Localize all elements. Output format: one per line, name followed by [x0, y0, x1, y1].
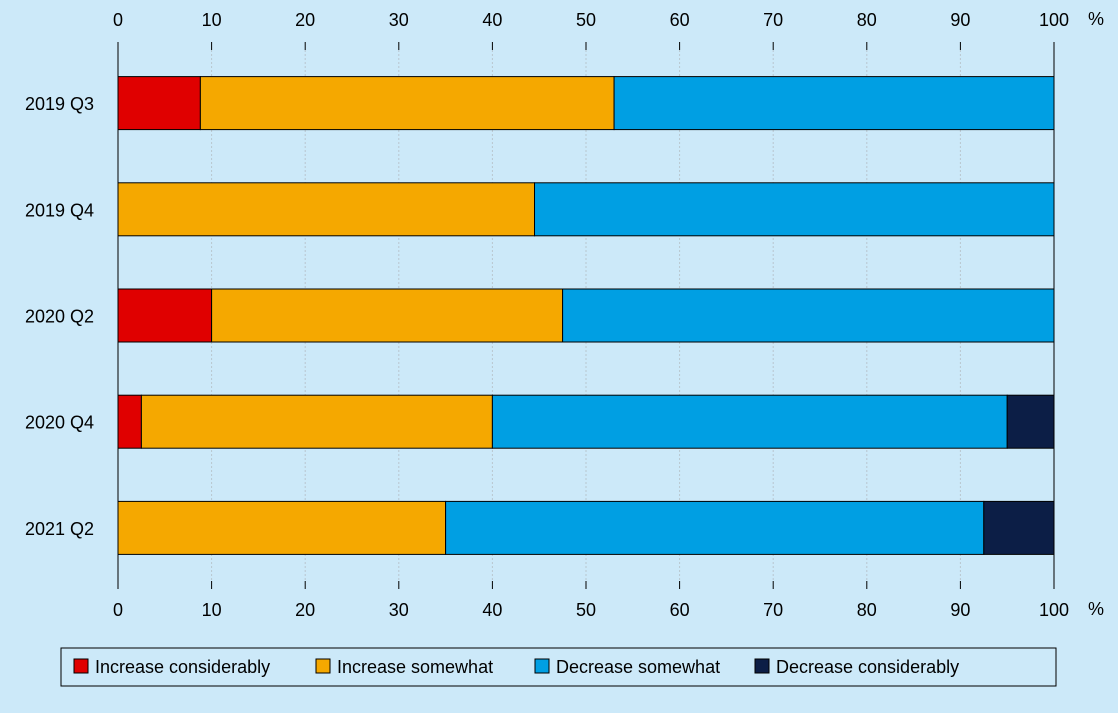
- legend-box: [60, 647, 1057, 687]
- bar-segment: [1006, 394, 1055, 449]
- x-tick-label: 60: [670, 10, 690, 30]
- bar-segment: [562, 288, 1055, 343]
- bottom-axis-ticks: 0 10 20 30 40 50 60 70 80 90 100: [113, 581, 1069, 620]
- x-tick-label: 30: [389, 10, 409, 30]
- category-labels: 2019 Q3 2019 Q4 2020 Q2 2020 Q4 2021 Q2: [25, 94, 94, 539]
- top-unit-label: %: [1088, 9, 1104, 29]
- x-tick-label: 0: [113, 600, 123, 620]
- legend-swatch: [534, 658, 550, 674]
- legend-swatch: [73, 658, 89, 674]
- category-label: 2019 Q4: [25, 200, 94, 220]
- x-tick-label: 10: [202, 600, 222, 620]
- category-label: 2021 Q2: [25, 519, 94, 539]
- x-tick-label: 10: [202, 10, 222, 30]
- bar-segment: [491, 394, 1008, 449]
- category-label: 2019 Q3: [25, 94, 94, 114]
- legend-label: Decrease somewhat: [556, 657, 720, 677]
- category-label: 2020 Q4: [25, 413, 94, 433]
- legend-label: Decrease considerably: [776, 657, 959, 677]
- bar-segment: [534, 182, 1055, 237]
- x-tick-label: 50: [576, 600, 596, 620]
- category-label: 2020 Q2: [25, 307, 94, 327]
- bar-segment: [117, 500, 447, 555]
- bar-segment: [445, 500, 985, 555]
- bar-segment: [613, 76, 1055, 131]
- bar-segment: [140, 394, 493, 449]
- bar-segment: [199, 76, 615, 131]
- bar-segment: [117, 288, 213, 343]
- x-tick-label: 100: [1039, 10, 1069, 30]
- legend-swatch: [315, 658, 331, 674]
- x-tick-label: 40: [482, 600, 502, 620]
- bar-segment: [211, 288, 564, 343]
- x-tick-label: 100: [1039, 600, 1069, 620]
- legend-label: Increase somewhat: [337, 657, 493, 677]
- x-tick-label: 60: [670, 600, 690, 620]
- x-tick-label: 30: [389, 600, 409, 620]
- bottom-unit-label: %: [1088, 599, 1104, 619]
- x-tick-label: 20: [295, 600, 315, 620]
- x-tick-label: 40: [482, 10, 502, 30]
- x-tick-label: 80: [857, 10, 877, 30]
- x-tick-label: 70: [763, 600, 783, 620]
- x-tick-label: 90: [950, 10, 970, 30]
- bar-segment: [117, 76, 201, 131]
- x-tick-label: 80: [857, 600, 877, 620]
- x-tick-label: 50: [576, 10, 596, 30]
- x-tick-label: 0: [113, 10, 123, 30]
- bar-segment: [983, 500, 1055, 555]
- x-tick-label: 20: [295, 10, 315, 30]
- legend: Increase considerably Increase somewhat De…: [60, 647, 1057, 687]
- x-tick-label: 90: [950, 600, 970, 620]
- top-axis-ticks: 0 10 20 30 40 50 60 70 80 90 100: [113, 10, 1069, 50]
- bar-segment: [117, 182, 536, 237]
- bars: [117, 76, 1055, 555]
- legend-swatch: [754, 658, 770, 674]
- x-tick-label: 70: [763, 10, 783, 30]
- axes: [117, 50, 1055, 581]
- bar-segment: [117, 394, 142, 449]
- legend-label: Increase considerably: [95, 657, 270, 677]
